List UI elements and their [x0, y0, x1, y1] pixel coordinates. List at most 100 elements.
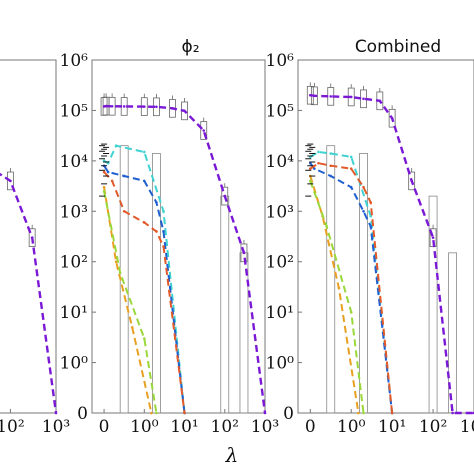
data-point	[143, 337, 146, 340]
chart-title: ϕ₂	[181, 37, 199, 57]
data-point	[349, 155, 353, 159]
data-point	[308, 161, 312, 165]
data-point	[337, 286, 341, 290]
x-axis-label: λ	[225, 443, 239, 467]
data-point	[329, 174, 333, 178]
data-point	[390, 411, 394, 415]
x-tick-label: 10⁰	[130, 417, 159, 437]
data-point	[150, 411, 153, 415]
data-point	[106, 161, 110, 165]
data-point	[362, 209, 365, 213]
data-point	[431, 236, 435, 239]
data-point	[357, 411, 360, 415]
data-point	[122, 209, 126, 213]
data-point	[183, 411, 186, 415]
data-point	[349, 310, 353, 314]
y-tick-label: 10²	[266, 253, 294, 273]
data-point	[30, 236, 34, 239]
x-tick-label: 10²	[419, 417, 447, 437]
data-point	[313, 94, 316, 98]
box-range	[239, 252, 249, 414]
data-point	[130, 326, 134, 329]
data-point	[410, 179, 413, 183]
series-line	[103, 144, 186, 414]
plot-frame	[297, 59, 474, 414]
data-point	[202, 129, 206, 132]
plot-frame	[91, 59, 266, 414]
data-point	[390, 116, 394, 120]
data-point	[114, 260, 118, 264]
panel-phi2: ϕ₂ 0 10⁰ 10¹ 10² 10³ 10⁴ 10⁵ 10⁶ 0 10⁰ 10¹ 10² 10³	[60, 37, 280, 437]
data-point	[263, 411, 267, 415]
data-point	[9, 179, 12, 183]
series-line	[103, 171, 186, 414]
data-point	[143, 150, 146, 154]
data-point	[223, 194, 227, 198]
y-tick-label: 0	[77, 404, 88, 424]
y-tick-label: 10³	[60, 202, 88, 222]
data-point	[313, 167, 316, 170]
data-point	[378, 99, 382, 103]
x-tick-label: 10²	[211, 417, 239, 437]
data-point	[162, 230, 165, 233]
data-point	[155, 201, 158, 204]
data-point	[362, 185, 365, 189]
box-range	[220, 195, 230, 414]
x-tick-label: 10¹	[378, 417, 406, 437]
data-point	[102, 170, 106, 174]
data-point	[362, 97, 365, 101]
x-tick-label: 10²	[0, 417, 25, 437]
plot-frame	[0, 59, 57, 414]
series-line	[309, 150, 394, 414]
y-tick-label: 10⁰	[266, 354, 295, 374]
x-tick-label: 0	[305, 417, 316, 437]
series-line	[103, 187, 153, 414]
data-point	[162, 209, 165, 213]
data-point	[143, 179, 146, 183]
y-tick-label: 10³	[266, 202, 294, 222]
data-point	[308, 167, 312, 170]
panel-left-partial: 10² 10³	[0, 59, 70, 437]
data-point	[110, 179, 114, 183]
data-point	[329, 164, 333, 168]
y-tick-label: 10⁴	[60, 152, 89, 172]
y-tick-label: 10²	[60, 253, 88, 273]
data-point	[183, 109, 186, 113]
data-point	[317, 161, 320, 165]
y-tick-label: 10¹	[266, 303, 294, 323]
data-point	[171, 107, 174, 110]
data-point	[242, 251, 246, 255]
data-point	[110, 104, 114, 108]
data-point	[143, 221, 146, 224]
data-point	[104, 104, 108, 108]
data-point	[362, 411, 365, 415]
y-tick-label: 10⁵	[60, 101, 89, 121]
data-point	[122, 105, 126, 108]
data-point	[155, 105, 158, 109]
data-point	[118, 271, 122, 275]
data-point	[122, 174, 126, 178]
data-point	[102, 105, 106, 108]
data-point	[349, 185, 353, 189]
data-point	[143, 105, 146, 108]
series-line	[103, 104, 267, 414]
x-tick-label: 10³	[42, 417, 70, 437]
x-tick-label: 0	[99, 417, 110, 437]
series-line	[0, 172, 58, 414]
x-tick-label: 10¹	[170, 417, 198, 437]
y-tick-label: 10⁵	[266, 101, 295, 121]
data-point	[155, 411, 158, 415]
data-point	[308, 93, 312, 97]
y-tick-label: 10⁴	[266, 152, 295, 172]
y-tick-label: 0	[283, 404, 294, 424]
y-tick-label: 10¹	[60, 303, 88, 323]
y-tick-label: 10⁰	[60, 354, 89, 374]
data-point	[162, 245, 165, 248]
data-point	[325, 225, 328, 228]
y-tick-label: 10⁶	[266, 51, 295, 71]
data-point	[317, 150, 320, 154]
data-point	[369, 225, 373, 228]
data-point	[102, 185, 106, 189]
data-point	[369, 214, 373, 218]
data-point	[329, 152, 333, 155]
